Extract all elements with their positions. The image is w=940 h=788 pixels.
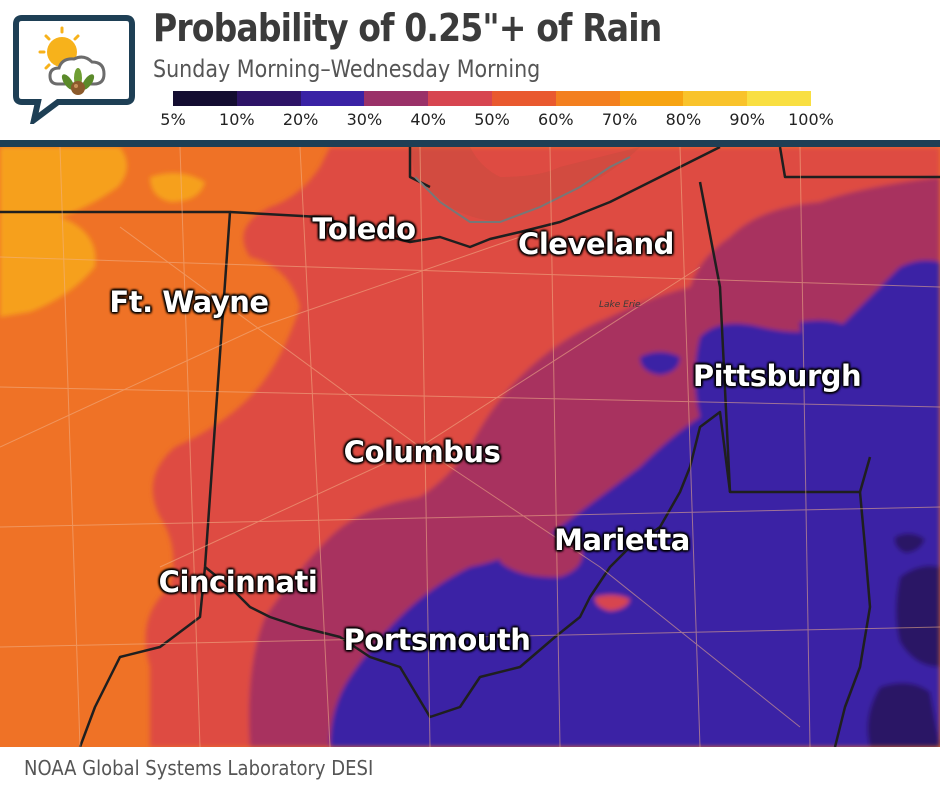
legend-swatch bbox=[364, 91, 429, 106]
legend-tick-label: 90% bbox=[729, 110, 765, 129]
weather-logo-icon bbox=[13, 15, 135, 124]
prob-zone-30 bbox=[330, 260, 940, 747]
legend-color-scale bbox=[173, 91, 811, 106]
map-subtitle: Sunday Morning–Wednesday Morning bbox=[153, 55, 541, 83]
legend-tick-label: 30% bbox=[346, 110, 383, 129]
legend-tick-label: 5% bbox=[160, 110, 186, 129]
probability-map-canvas bbox=[0, 147, 940, 747]
lake-erie bbox=[410, 147, 640, 222]
city-label-portsmouth: Portsmouth bbox=[343, 623, 531, 657]
legend-swatch bbox=[491, 91, 556, 106]
legend-swatch bbox=[173, 91, 237, 106]
city-label-toledo: Toledo bbox=[312, 212, 416, 246]
legend-tick-label: 60% bbox=[538, 110, 574, 129]
legend-swatch bbox=[428, 91, 492, 106]
city-label-cleveland: Cleveland bbox=[518, 227, 674, 261]
legend-tick-label: 20% bbox=[282, 110, 319, 129]
prob-zone-70 bbox=[0, 147, 128, 317]
legend-tick-label: 100% bbox=[788, 110, 834, 129]
legend-tick-label: 80% bbox=[665, 110, 702, 129]
prob-zone-20 bbox=[896, 565, 940, 667]
legend-swatch bbox=[683, 91, 748, 106]
legend-tick-label: 40% bbox=[410, 110, 446, 129]
footer bbox=[0, 747, 940, 788]
city-label-cincinnati: Cincinnati bbox=[158, 565, 318, 599]
header: Probability of 0.25"+ of Rain Sunday Mor… bbox=[0, 0, 940, 140]
legend-tick-label: 50% bbox=[474, 110, 510, 129]
legend-swatch bbox=[236, 91, 301, 106]
map-title: Probability of 0.25"+ of Rain bbox=[153, 6, 662, 50]
legend-swatch bbox=[747, 91, 811, 106]
lake-erie-label: Lake Erie bbox=[599, 300, 641, 310]
legend-swatch bbox=[619, 91, 684, 106]
legend-swatch bbox=[555, 91, 620, 106]
header-divider bbox=[0, 140, 940, 147]
legend-tick-labels: 5% 10% 20% 30% 40% 50% 60% 70% 80% 90% 100% bbox=[0, 110, 940, 132]
city-label-marietta: Marietta bbox=[554, 523, 690, 557]
legend-tick-label: 70% bbox=[601, 110, 638, 129]
city-label-pittsburgh: Pittsburgh bbox=[692, 359, 862, 393]
probability-map: Lake Erie Toledo Cleveland Ft. Wayne Pit… bbox=[0, 147, 940, 747]
state-borders bbox=[0, 147, 940, 747]
legend-swatch bbox=[300, 91, 365, 106]
city-label-ft-wayne: Ft. Wayne bbox=[109, 285, 269, 319]
data-source-credit: NOAA Global Systems Laboratory DESI bbox=[24, 756, 374, 780]
lake-shoreline bbox=[414, 156, 631, 223]
city-label-columbus: Columbus bbox=[343, 435, 501, 469]
roads bbox=[0, 147, 940, 747]
legend-tick-label: 10% bbox=[219, 110, 255, 129]
